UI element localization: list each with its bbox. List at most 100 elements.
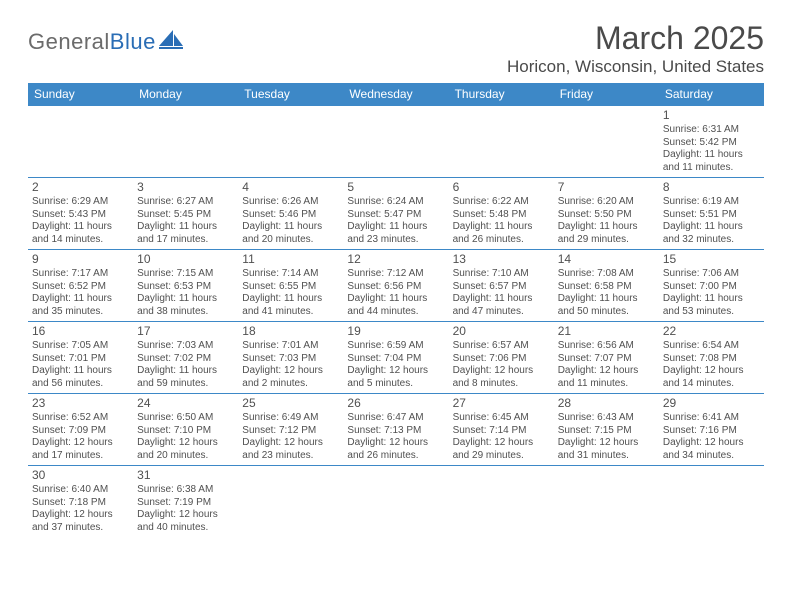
dayname-thursday: Thursday (449, 83, 554, 106)
sunset-line: Sunset: 7:06 PM (453, 353, 550, 366)
day-cell: 28Sunrise: 6:43 AMSunset: 7:15 PMDayligh… (554, 394, 659, 466)
empty-cell (449, 466, 554, 538)
calendar-body: 1Sunrise: 6:31 AMSunset: 5:42 PMDaylight… (28, 106, 764, 538)
day-number: 26 (347, 396, 444, 411)
day-number: 27 (453, 396, 550, 411)
sunset-line: Sunset: 6:56 PM (347, 281, 444, 294)
day-cell: 11Sunrise: 7:14 AMSunset: 6:55 PMDayligh… (238, 250, 343, 322)
empty-cell (28, 106, 133, 178)
sunrise-line: Sunrise: 7:17 AM (32, 268, 129, 281)
daylight-line: Daylight: 12 hours and 8 minutes. (453, 365, 550, 390)
location-subtitle: Horicon, Wisconsin, United States (28, 57, 764, 77)
empty-cell (343, 106, 448, 178)
sunrise-line: Sunrise: 6:41 AM (663, 412, 760, 425)
daylight-line: Daylight: 11 hours and 56 minutes. (32, 365, 129, 390)
sunset-line: Sunset: 7:14 PM (453, 425, 550, 438)
daylight-line: Daylight: 11 hours and 14 minutes. (32, 221, 129, 246)
daylight-line: Daylight: 12 hours and 20 minutes. (137, 437, 234, 462)
day-number: 15 (663, 252, 760, 267)
calendar-header: SundayMondayTuesdayWednesdayThursdayFrid… (28, 83, 764, 106)
sunrise-line: Sunrise: 6:20 AM (558, 196, 655, 209)
sunrise-line: Sunrise: 6:22 AM (453, 196, 550, 209)
title-block: March 2025 (595, 20, 764, 57)
day-number: 2 (32, 180, 129, 195)
sunrise-line: Sunrise: 7:14 AM (242, 268, 339, 281)
sunset-line: Sunset: 5:46 PM (242, 209, 339, 222)
day-cell: 31Sunrise: 6:38 AMSunset: 7:19 PMDayligh… (133, 466, 238, 538)
day-number: 23 (32, 396, 129, 411)
day-cell: 21Sunrise: 6:56 AMSunset: 7:07 PMDayligh… (554, 322, 659, 394)
sunrise-line: Sunrise: 7:12 AM (347, 268, 444, 281)
day-number: 18 (242, 324, 339, 339)
daylight-line: Daylight: 12 hours and 26 minutes. (347, 437, 444, 462)
daylight-line: Daylight: 12 hours and 5 minutes. (347, 365, 444, 390)
daylight-line: Daylight: 11 hours and 53 minutes. (663, 293, 760, 318)
daylight-line: Daylight: 12 hours and 14 minutes. (663, 365, 760, 390)
dayname-tuesday: Tuesday (238, 83, 343, 106)
sunset-line: Sunset: 7:04 PM (347, 353, 444, 366)
day-cell: 26Sunrise: 6:47 AMSunset: 7:13 PMDayligh… (343, 394, 448, 466)
daylight-line: Daylight: 12 hours and 29 minutes. (453, 437, 550, 462)
sunset-line: Sunset: 6:55 PM (242, 281, 339, 294)
sunrise-line: Sunrise: 7:10 AM (453, 268, 550, 281)
empty-cell (238, 466, 343, 538)
day-cell: 25Sunrise: 6:49 AMSunset: 7:12 PMDayligh… (238, 394, 343, 466)
sunrise-line: Sunrise: 6:38 AM (137, 484, 234, 497)
day-number: 12 (347, 252, 444, 267)
sunset-line: Sunset: 7:15 PM (558, 425, 655, 438)
sunrise-line: Sunrise: 6:52 AM (32, 412, 129, 425)
daylight-line: Daylight: 11 hours and 59 minutes. (137, 365, 234, 390)
day-cell: 15Sunrise: 7:06 AMSunset: 7:00 PMDayligh… (659, 250, 764, 322)
day-number: 24 (137, 396, 234, 411)
day-cell: 9Sunrise: 7:17 AMSunset: 6:52 PMDaylight… (28, 250, 133, 322)
day-number: 29 (663, 396, 760, 411)
sunrise-line: Sunrise: 6:40 AM (32, 484, 129, 497)
sunrise-line: Sunrise: 6:31 AM (663, 124, 760, 137)
sunrise-line: Sunrise: 6:57 AM (453, 340, 550, 353)
day-cell: 5Sunrise: 6:24 AMSunset: 5:47 PMDaylight… (343, 178, 448, 250)
sunrise-line: Sunrise: 7:05 AM (32, 340, 129, 353)
daylight-line: Daylight: 12 hours and 11 minutes. (558, 365, 655, 390)
day-number: 16 (32, 324, 129, 339)
day-number: 11 (242, 252, 339, 267)
daylight-line: Daylight: 12 hours and 40 minutes. (137, 509, 234, 534)
sunrise-line: Sunrise: 7:01 AM (242, 340, 339, 353)
sunset-line: Sunset: 7:12 PM (242, 425, 339, 438)
empty-cell (343, 466, 448, 538)
sunset-line: Sunset: 7:18 PM (32, 497, 129, 510)
sunset-line: Sunset: 6:58 PM (558, 281, 655, 294)
dayname-monday: Monday (133, 83, 238, 106)
daylight-line: Daylight: 11 hours and 20 minutes. (242, 221, 339, 246)
daylight-line: Daylight: 11 hours and 50 minutes. (558, 293, 655, 318)
logo-word-2: Blue (110, 29, 156, 54)
daylight-line: Daylight: 11 hours and 35 minutes. (32, 293, 129, 318)
sunset-line: Sunset: 7:16 PM (663, 425, 760, 438)
daylight-line: Daylight: 11 hours and 26 minutes. (453, 221, 550, 246)
day-cell: 13Sunrise: 7:10 AMSunset: 6:57 PMDayligh… (449, 250, 554, 322)
day-number: 4 (242, 180, 339, 195)
empty-cell (238, 106, 343, 178)
sunset-line: Sunset: 5:51 PM (663, 209, 760, 222)
daylight-line: Daylight: 12 hours and 2 minutes. (242, 365, 339, 390)
daylight-line: Daylight: 11 hours and 32 minutes. (663, 221, 760, 246)
day-cell: 4Sunrise: 6:26 AMSunset: 5:46 PMDaylight… (238, 178, 343, 250)
daylight-line: Daylight: 11 hours and 38 minutes. (137, 293, 234, 318)
daylight-line: Daylight: 11 hours and 23 minutes. (347, 221, 444, 246)
sunset-line: Sunset: 7:01 PM (32, 353, 129, 366)
daylight-line: Daylight: 12 hours and 31 minutes. (558, 437, 655, 462)
day-cell: 7Sunrise: 6:20 AMSunset: 5:50 PMDaylight… (554, 178, 659, 250)
logo: GeneralBlue (28, 28, 185, 55)
dayname-wednesday: Wednesday (343, 83, 448, 106)
sunset-line: Sunset: 5:42 PM (663, 137, 760, 150)
day-cell: 29Sunrise: 6:41 AMSunset: 7:16 PMDayligh… (659, 394, 764, 466)
sunset-line: Sunset: 5:48 PM (453, 209, 550, 222)
dayname-sunday: Sunday (28, 83, 133, 106)
sunrise-line: Sunrise: 6:27 AM (137, 196, 234, 209)
sunrise-line: Sunrise: 6:26 AM (242, 196, 339, 209)
page-title: March 2025 (595, 20, 764, 57)
day-number: 9 (32, 252, 129, 267)
day-cell: 20Sunrise: 6:57 AMSunset: 7:06 PMDayligh… (449, 322, 554, 394)
sail-icon (159, 28, 185, 55)
empty-cell (554, 106, 659, 178)
day-cell: 12Sunrise: 7:12 AMSunset: 6:56 PMDayligh… (343, 250, 448, 322)
